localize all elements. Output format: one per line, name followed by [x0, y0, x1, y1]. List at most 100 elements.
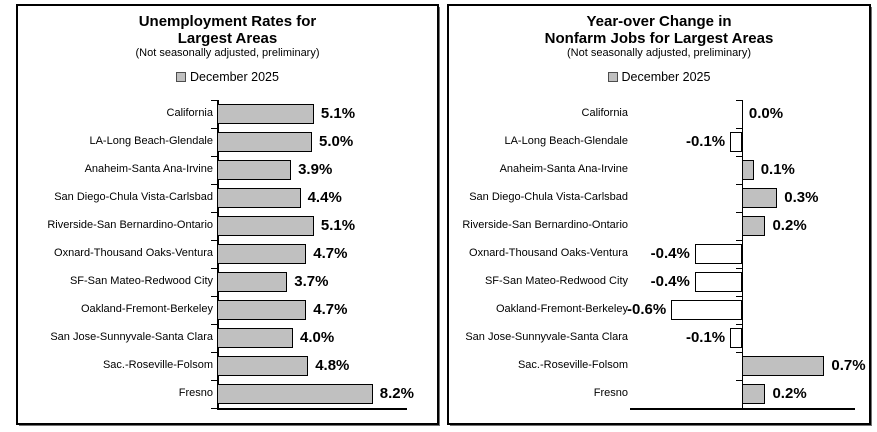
- axis-tick: [735, 212, 742, 213]
- axis-tick: [211, 100, 217, 101]
- bar-value-label: 0.0%: [748, 105, 784, 122]
- bar-value-label: -0.4%: [650, 273, 690, 290]
- axis-tick: [735, 100, 742, 101]
- category-label: Anaheim-Santa Ana-Irvine: [84, 163, 213, 175]
- axis-tick: [735, 324, 742, 325]
- category-label: Riverside-San Bernardino-Ontario: [462, 219, 628, 231]
- bar-value-label: -0.1%: [685, 329, 726, 346]
- chart-legend: December 2025: [18, 70, 437, 84]
- bar-value-label: 4.4%: [307, 189, 342, 206]
- bar-value-label: 5.1%: [320, 105, 356, 122]
- legend-series-marker-icon: [607, 72, 618, 82]
- bar: [217, 356, 309, 376]
- bar: [217, 244, 307, 264]
- value-axis: [217, 408, 407, 410]
- bar: [730, 328, 742, 348]
- bar-value-label: 4.7%: [313, 245, 348, 262]
- category-label: Oakland-Fremont-Berkeley: [495, 303, 628, 315]
- legend-label: December 2025: [190, 70, 279, 84]
- category-label: Sac.-Roseville-Folsom: [102, 359, 213, 371]
- axis-tick: [735, 128, 742, 129]
- legend-label: December 2025: [621, 70, 711, 84]
- unemployment-chart-panel: Unemployment Rates for Largest Areas (No…: [16, 4, 439, 425]
- bar: [217, 384, 373, 404]
- bar-value-label: -0.4%: [650, 245, 690, 262]
- chart-legend: December 2025: [449, 70, 869, 84]
- bar-value-label: 8.2%: [379, 385, 414, 402]
- nonfarm-jobs-chart-panel: Year-over Change in Nonfarm Jobs for Lar…: [447, 4, 871, 425]
- bar: [217, 216, 314, 236]
- bar-value-label: 0.7%: [831, 357, 866, 374]
- category-label: Oxnard-Thousand Oaks-Ventura: [54, 247, 213, 259]
- chart-title-line1: Unemployment Rates for: [138, 13, 317, 30]
- bar-value-label: -0.6%: [627, 301, 667, 318]
- value-axis: [630, 408, 855, 410]
- axis-tick: [211, 380, 217, 381]
- axis-tick: [735, 380, 742, 381]
- axis-tick: [211, 296, 217, 297]
- bar: [741, 216, 766, 236]
- bar: [217, 132, 312, 152]
- bar-value-label: 5.0%: [319, 133, 354, 150]
- bar: [741, 384, 766, 404]
- category-label: California: [166, 107, 213, 119]
- bar-value-label: -0.1%: [685, 133, 726, 150]
- bar: [217, 160, 292, 180]
- category-label: Fresno: [593, 387, 628, 399]
- axis-tick: [211, 156, 217, 157]
- bar: [741, 160, 754, 180]
- axis-tick: [735, 184, 742, 185]
- axis-tick: [211, 268, 217, 269]
- axis-tick: [735, 240, 742, 241]
- category-label: Anaheim-Santa Ana-Irvine: [499, 163, 628, 175]
- bar: [694, 272, 742, 292]
- category-label: Sac.-Roseville-Folsom: [517, 359, 628, 371]
- category-label: Fresno: [178, 387, 213, 399]
- category-label: SF-San Mateo-Redwood City: [69, 275, 213, 287]
- bar: [217, 328, 293, 348]
- chart-subtitle: (Not seasonally adjusted, preliminary): [135, 47, 320, 59]
- bar: [217, 300, 307, 320]
- category-label: SF-San Mateo-Redwood City: [484, 275, 628, 287]
- bar: [741, 188, 778, 208]
- category-label: Oakland-Fremont-Berkeley: [80, 303, 213, 315]
- axis-tick: [211, 240, 217, 241]
- nonfarm-chart-title-block: Year-over Change in Nonfarm Jobs for Lar…: [449, 13, 869, 60]
- bar-value-label: 0.2%: [772, 217, 807, 234]
- category-label: LA-Long Beach-Glendale: [504, 135, 628, 147]
- category-label: San Diego-Chula Vista-Carlsbad: [469, 191, 628, 203]
- axis-tick: [211, 128, 217, 129]
- axis-tick: [211, 352, 217, 353]
- bar: [671, 300, 742, 320]
- bar-value-label: 0.1%: [760, 161, 795, 178]
- axis-tick: [735, 408, 742, 409]
- axis-tick: [735, 156, 742, 157]
- axis-tick: [735, 268, 742, 269]
- bar-value-label: 3.9%: [298, 161, 333, 178]
- bar-value-label: 4.7%: [313, 301, 348, 318]
- bar-value-label: 3.7%: [294, 273, 329, 290]
- bar: [741, 356, 825, 376]
- axis-tick: [735, 352, 742, 353]
- bar-value-label: 5.1%: [320, 217, 356, 234]
- bar-value-label: 0.2%: [772, 385, 807, 402]
- category-label: Riverside-San Bernardino-Ontario: [47, 219, 213, 231]
- chart-title-line1: Year-over Change in: [586, 13, 732, 30]
- bar: [217, 188, 301, 208]
- axis-tick: [211, 408, 217, 409]
- legend-series-marker-icon: [176, 72, 187, 82]
- unemployment-chart-title-block: Unemployment Rates for Largest Areas (No…: [18, 13, 437, 60]
- bar: [217, 272, 288, 292]
- axis-tick: [211, 184, 217, 185]
- bar-value-label: 4.0%: [300, 329, 335, 346]
- axis-tick: [211, 212, 217, 213]
- axis-tick: [735, 296, 742, 297]
- bar: [730, 132, 742, 152]
- bar: [694, 244, 742, 264]
- chart-title-line2: Largest Areas: [177, 30, 278, 47]
- category-label: San Jose-Sunnyvale-Santa Clara: [465, 331, 628, 343]
- axis-tick: [211, 324, 217, 325]
- bar: [217, 104, 314, 124]
- chart-subtitle: (Not seasonally adjusted, preliminary): [566, 47, 752, 59]
